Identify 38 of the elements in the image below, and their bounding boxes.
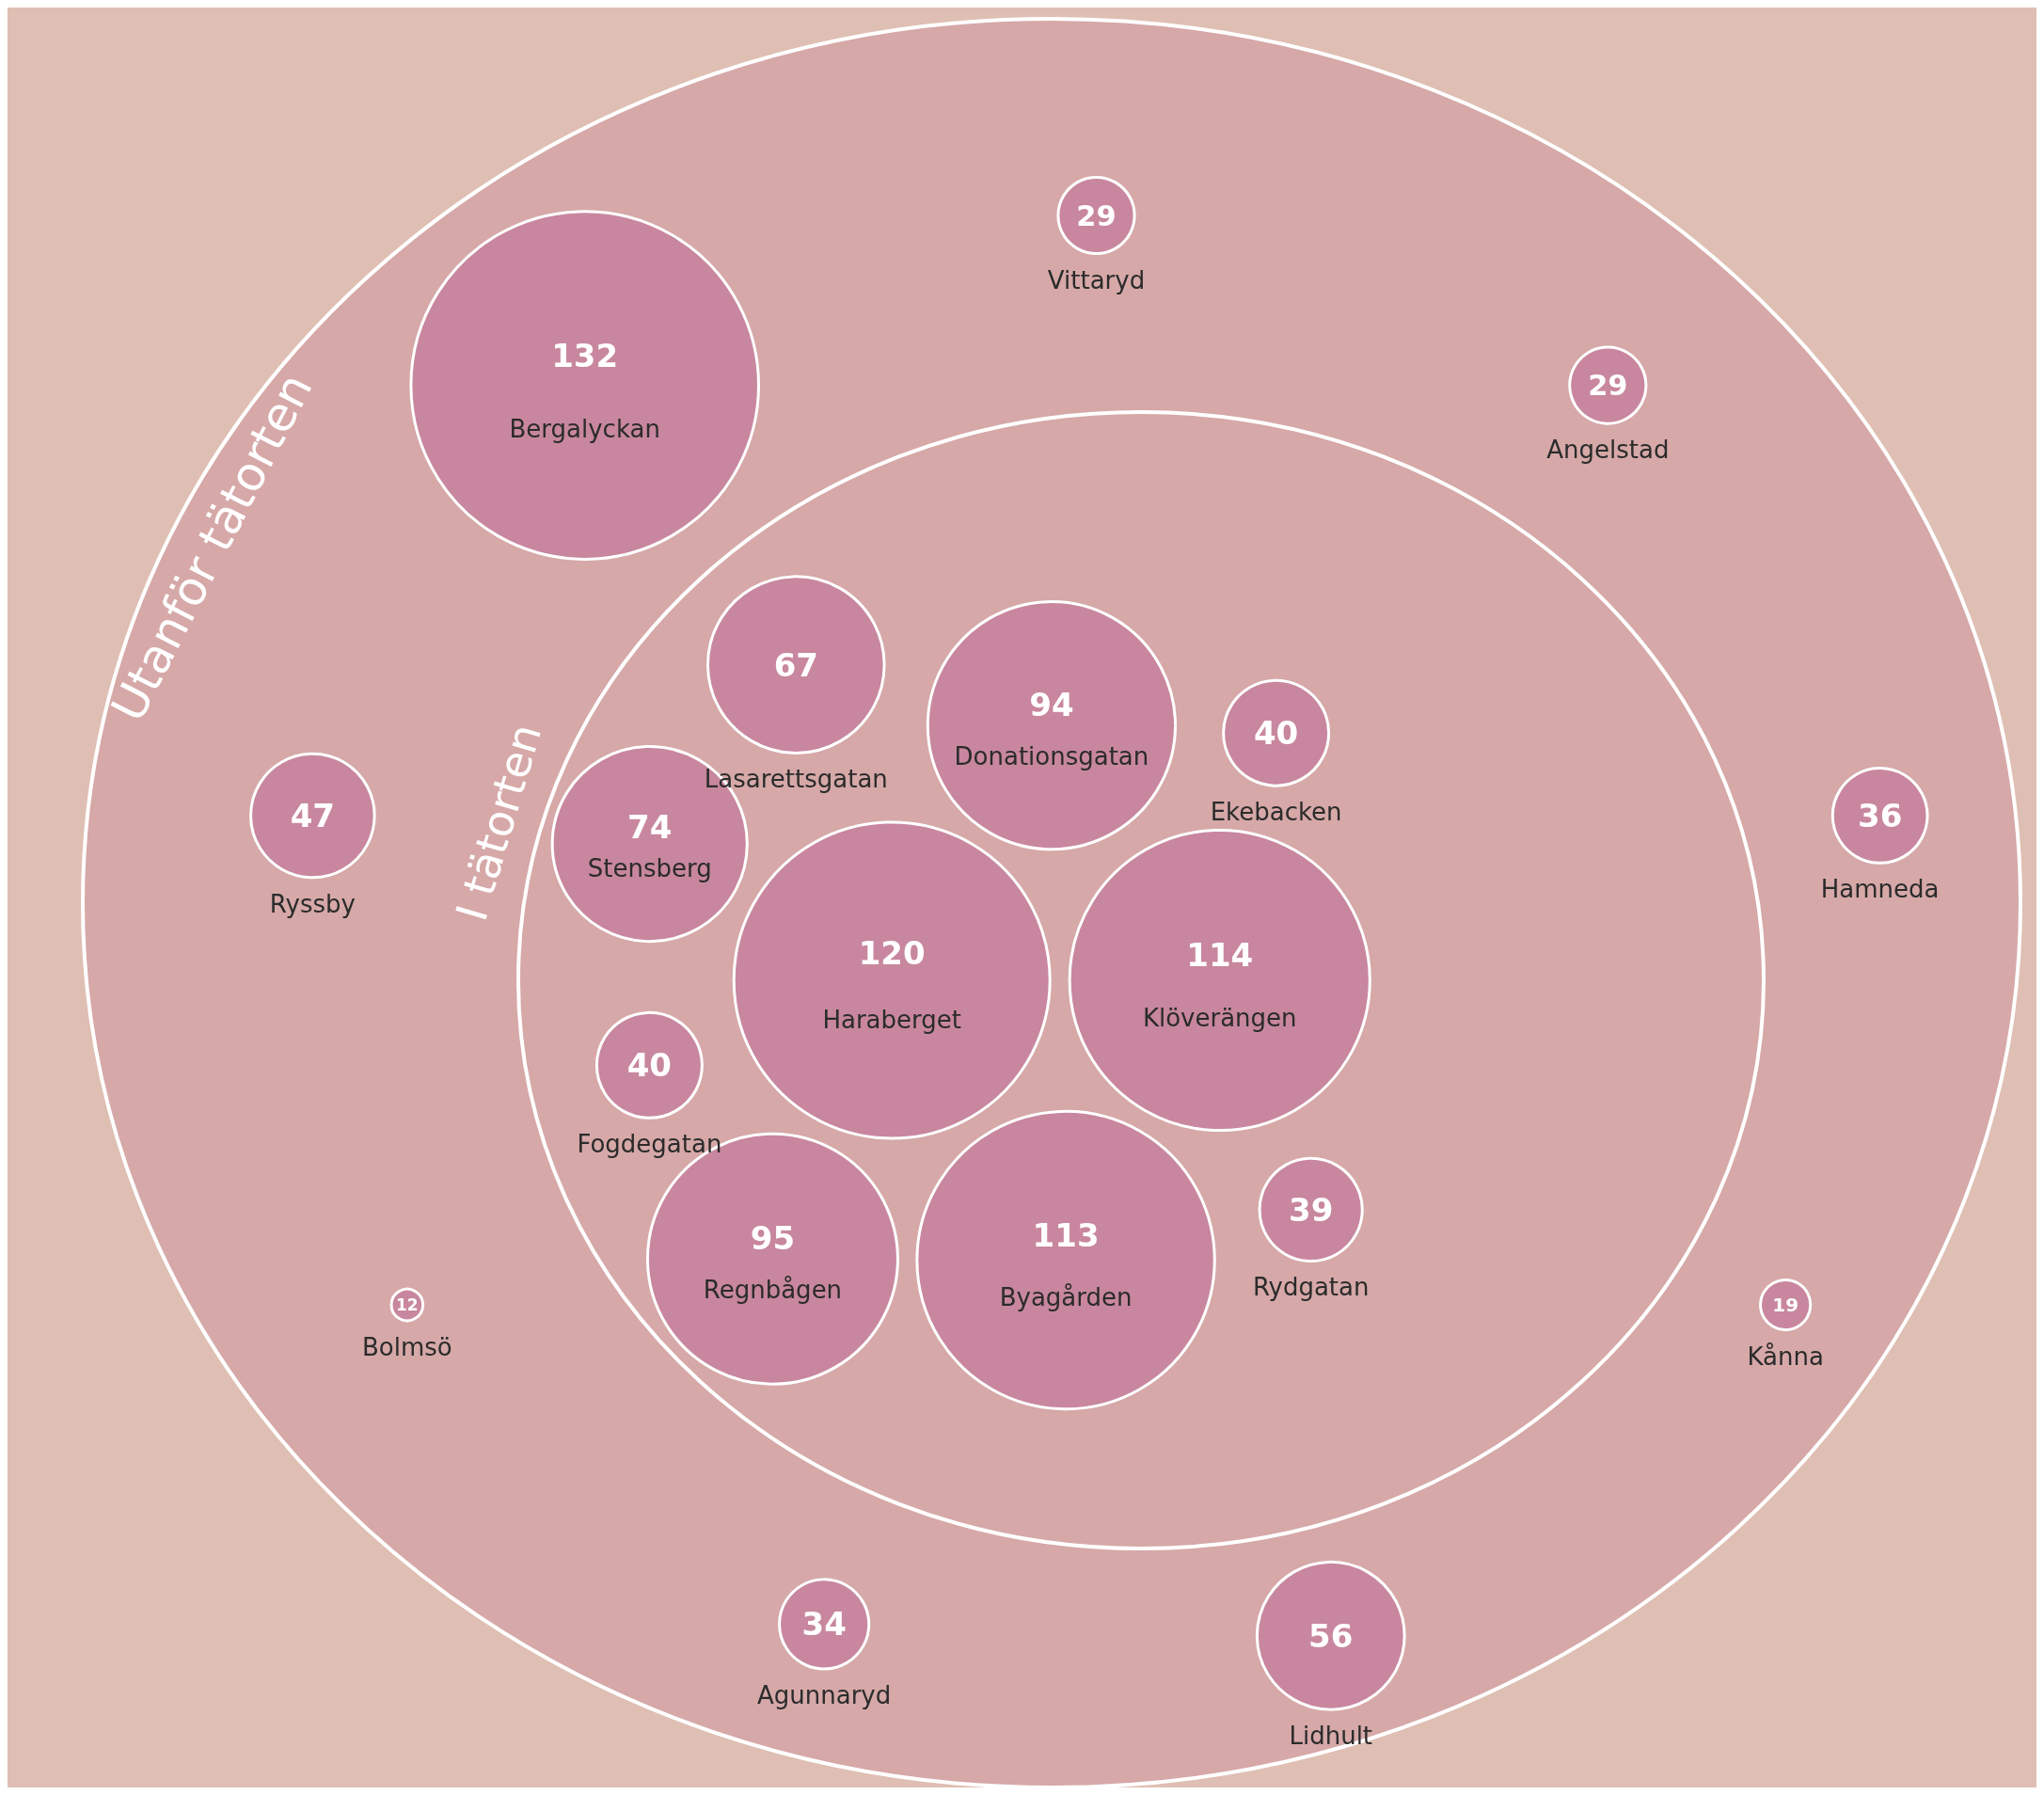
category-label: Bolmsö [361,1332,452,1361]
category-label: Rydgatan [1252,1273,1370,1302]
category-label: Lidhult [1289,1722,1373,1751]
category-label: Kånna [1747,1342,1824,1371]
category-label: Haraberget [822,1006,961,1034]
data-label: 47 [290,796,336,834]
data-label: 120 [858,934,926,973]
data-label: 39 [1289,1190,1334,1229]
data-label: 132 [551,337,619,375]
category-label: Hamneda [1820,875,1940,904]
category-label: Klöverängen [1142,1003,1297,1032]
category-label: Regnbågen [703,1276,843,1305]
data-label: 114 [1186,935,1254,974]
category-label: Stensberg [587,854,712,883]
category-label: Agunnaryd [757,1681,892,1710]
category-label: Ryssby [269,889,356,918]
data-label: 12 [396,1295,419,1314]
category-label: Donationsgatan [954,742,1149,771]
data-label: 56 [1308,1616,1354,1655]
category-label: Ekebacken [1210,798,1342,827]
data-label: 36 [1857,796,1903,834]
category-label: Byagården [999,1283,1133,1312]
category-label: Vittaryd [1047,265,1146,294]
data-label: 95 [750,1218,796,1257]
data-label: 40 [1253,714,1299,753]
data-label: 34 [801,1605,847,1644]
data-label: 67 [773,645,818,684]
category-label: Bergalyckan [509,414,660,443]
category-label: Fogdegatan [577,1130,722,1159]
data-label: 29 [1076,199,1117,232]
data-label: 94 [1029,685,1074,723]
data-label: 40 [626,1046,673,1085]
category-label: Angelstad [1546,436,1670,465]
data-label: 29 [1588,369,1628,403]
category-label: Lasarettsgatan [704,765,888,794]
data-label: 19 [1772,1294,1799,1316]
data-label: 113 [1032,1215,1100,1254]
data-label: 74 [627,808,673,847]
